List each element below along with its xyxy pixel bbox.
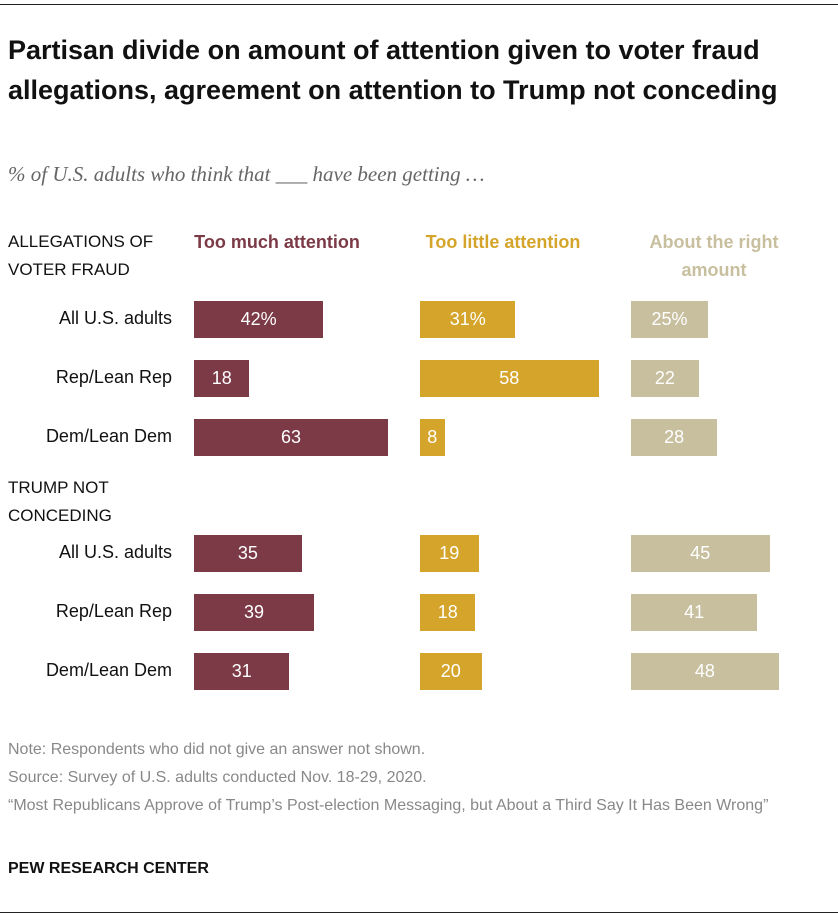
group-label: ALLEGATIONS OF VOTER FRAUD bbox=[8, 232, 154, 279]
value-label: 22 bbox=[654, 368, 675, 388]
value-label: 42% bbox=[240, 309, 277, 329]
bar bbox=[420, 301, 516, 338]
chart-subtitle: % of U.S. adults who think that ___ have… bbox=[8, 162, 485, 186]
value-label: 31% bbox=[449, 309, 486, 329]
value-label: 35 bbox=[237, 543, 258, 563]
bar bbox=[631, 594, 758, 631]
bar bbox=[420, 535, 479, 572]
group-label: TRUMP NOT CONCEDING bbox=[8, 478, 112, 525]
value-label: 31 bbox=[231, 661, 252, 681]
value-label: 48 bbox=[694, 661, 715, 681]
value-label: 18 bbox=[211, 368, 232, 388]
row-label: Rep/Lean Rep bbox=[55, 601, 172, 621]
series-header: Too little attention bbox=[425, 232, 581, 252]
bar bbox=[420, 360, 599, 397]
bar bbox=[194, 419, 389, 456]
chart-title: Partisan divide on amount of attention g… bbox=[8, 35, 778, 105]
bar bbox=[420, 594, 476, 631]
bar bbox=[631, 301, 708, 338]
value-label: 39 bbox=[244, 602, 265, 622]
bottom-rule bbox=[0, 912, 838, 913]
value-label: 19 bbox=[439, 543, 460, 563]
series-header: Too much attention bbox=[194, 232, 360, 252]
bar bbox=[194, 594, 315, 631]
report-title: “Most Republicans Approve of Trump’s Pos… bbox=[8, 797, 769, 814]
bar bbox=[420, 653, 482, 690]
value-label: 25% bbox=[651, 309, 688, 329]
bar bbox=[420, 419, 445, 456]
bar bbox=[631, 653, 779, 690]
top-rule bbox=[0, 4, 838, 5]
bar bbox=[194, 301, 324, 338]
value-label: 58 bbox=[499, 368, 520, 388]
bar bbox=[631, 419, 718, 456]
bar bbox=[194, 360, 250, 397]
bar bbox=[631, 535, 770, 572]
bar bbox=[631, 360, 699, 397]
value-label: 63 bbox=[281, 427, 302, 447]
bar bbox=[194, 535, 302, 572]
value-label: 41 bbox=[684, 602, 705, 622]
value-label: 45 bbox=[690, 543, 711, 563]
row-label: Dem/Lean Dem bbox=[45, 426, 172, 446]
credit: PEW RESEARCH CENTER bbox=[8, 860, 209, 877]
value-label: 8 bbox=[427, 427, 438, 447]
value-label: 20 bbox=[440, 661, 461, 681]
source: Source: Survey of U.S. adults conducted … bbox=[8, 769, 427, 786]
bar bbox=[194, 653, 290, 690]
row-label: Dem/Lean Dem bbox=[45, 660, 172, 680]
value-label: 28 bbox=[664, 427, 685, 447]
note: Note: Respondents who did not give an an… bbox=[8, 741, 426, 758]
row-label: Rep/Lean Rep bbox=[55, 367, 172, 387]
series-header: About the right amount bbox=[649, 232, 779, 280]
row-label: All U.S. adults bbox=[58, 542, 172, 562]
row-label: All U.S. adults bbox=[58, 308, 172, 328]
value-label: 18 bbox=[437, 602, 458, 622]
